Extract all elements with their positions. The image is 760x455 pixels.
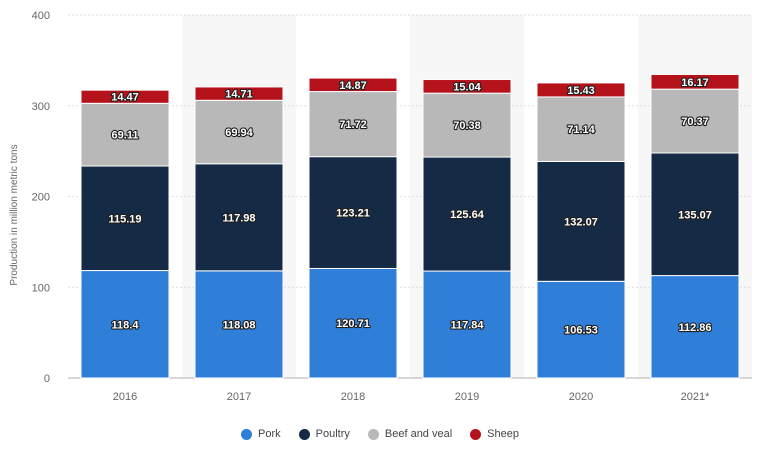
- data-label-beef-and-veal-2021: 70.37: [681, 116, 709, 128]
- bar-sheep-2020[interactable]: [536, 82, 626, 98]
- data-label-pork-2018: 120.71: [336, 318, 370, 330]
- legend-label-beef-and-veal: Beef and veal: [384, 428, 453, 440]
- legend-item-poultry[interactable]: Poultry: [298, 428, 350, 440]
- legend-label-poultry: Poultry: [315, 428, 350, 440]
- bar-pork-2020[interactable]: [536, 280, 626, 379]
- data-label-sheep-2019: 15.04: [453, 81, 481, 93]
- data-label-sheep-2018: 14.87: [339, 80, 367, 92]
- data-label-pork-2020: 106.53: [564, 325, 598, 337]
- bar-poultry-2018[interactable]: [308, 156, 398, 269]
- bar-pork-2019[interactable]: [422, 270, 512, 379]
- y-tick-label-0: 0: [44, 373, 50, 385]
- data-label-beef-and-veal-2017: 69.94: [225, 127, 253, 139]
- legend-marker-beef-and-veal: [367, 428, 379, 440]
- data-label-pork-2016: 118.4: [112, 319, 140, 331]
- x-tick-label-2018: 2018: [341, 391, 365, 403]
- data-label-beef-and-veal-2018: 71.72: [339, 119, 367, 131]
- bar-poultry-2016[interactable]: [80, 165, 170, 272]
- data-label-pork-2017: 118.08: [222, 319, 255, 331]
- data-label-beef-and-veal-2016: 69.11: [112, 130, 139, 142]
- legend-marker-pork: [241, 428, 253, 440]
- y-axis-label: Production in million metric tons: [9, 144, 20, 285]
- bars: [80, 73, 740, 379]
- bar-sheep-2016[interactable]: [80, 89, 170, 104]
- data-labels: 118.4 115.19 69.11 14.47 118.08 117.98 69.94 14…: [107, 76, 713, 338]
- gridlines: [68, 14, 752, 379]
- data-label-poultry-2019: 125.64: [450, 209, 485, 221]
- x-tick-label-2017: 2017: [227, 391, 251, 403]
- stacked-bar-chart: 118.4 115.19 69.11 14.47 118.08 117.98 69.94 14…: [9, 10, 752, 403]
- data-label-pork-2021: 112.86: [678, 322, 711, 334]
- bar-poultry-2021[interactable]: [650, 152, 740, 277]
- legend: Pork Poultry Beef and veal Sheep: [0, 428, 760, 440]
- y-tick-label-300: 300: [32, 101, 50, 113]
- legend-marker-sheep: [470, 428, 482, 440]
- legend-label-sheep: Sheep: [487, 428, 519, 440]
- bar-beef-and-veal-2017[interactable]: [194, 99, 284, 165]
- data-label-poultry-2017: 117.98: [222, 212, 255, 224]
- x-tick-label-2016: 2016: [113, 391, 137, 403]
- data-label-sheep-2016: 14.47: [111, 92, 139, 104]
- data-label-beef-and-veal-2019: 70.38: [453, 120, 481, 132]
- x-tick-label-2021: 2021*: [681, 391, 710, 403]
- bar-poultry-2017[interactable]: [194, 163, 284, 272]
- y-tick-label-200: 200: [32, 192, 50, 204]
- data-label-sheep-2020: 15.43: [567, 85, 595, 97]
- data-label-sheep-2017: 14.71: [225, 89, 253, 101]
- data-label-poultry-2016: 115.19: [108, 213, 141, 225]
- legend-item-beef-and-veal[interactable]: Beef and veal: [367, 428, 453, 440]
- bar-pork-2018[interactable]: [308, 267, 398, 379]
- legend-item-sheep[interactable]: Sheep: [470, 428, 519, 440]
- y-axis-ticks: 0 100 200 300 400: [32, 10, 50, 385]
- data-label-poultry-2020: 132.07: [564, 216, 598, 228]
- x-tick-label-2020: 2020: [569, 391, 593, 403]
- bar-sheep-2021[interactable]: [650, 73, 740, 90]
- data-label-sheep-2021: 16.17: [681, 77, 709, 89]
- bar-beef-and-veal-2018[interactable]: [308, 91, 398, 158]
- bar-poultry-2020[interactable]: [536, 160, 626, 282]
- bar-sheep-2018[interactable]: [308, 77, 398, 93]
- y-tick-label-100: 100: [32, 282, 50, 294]
- data-label-poultry-2018: 123.21: [336, 208, 370, 220]
- data-label-poultry-2021: 135.07: [678, 209, 712, 221]
- legend-label-pork: Pork: [258, 428, 281, 440]
- bar-beef-and-veal-2021[interactable]: [650, 88, 740, 154]
- bar-beef-and-veal-2016[interactable]: [80, 102, 170, 167]
- x-tick-label-2019: 2019: [455, 391, 479, 403]
- bar-pork-2017[interactable]: [194, 270, 284, 379]
- legend-marker-poultry: [298, 428, 310, 440]
- x-axis-ticks: 2016 2017 2018 2019 2020 2021*: [113, 391, 710, 403]
- bar-beef-and-veal-2020[interactable]: [536, 96, 626, 162]
- bar-sheep-2019[interactable]: [422, 79, 512, 94]
- data-label-pork-2019: 117.84: [450, 320, 484, 332]
- bar-sheep-2017[interactable]: [194, 86, 284, 101]
- bar-pork-2021[interactable]: [650, 275, 740, 379]
- bar-pork-2016[interactable]: [80, 270, 170, 379]
- data-label-beef-and-veal-2020: 71.14: [567, 124, 595, 136]
- legend-item-pork[interactable]: Pork: [241, 428, 281, 440]
- y-tick-label-400: 400: [32, 10, 50, 22]
